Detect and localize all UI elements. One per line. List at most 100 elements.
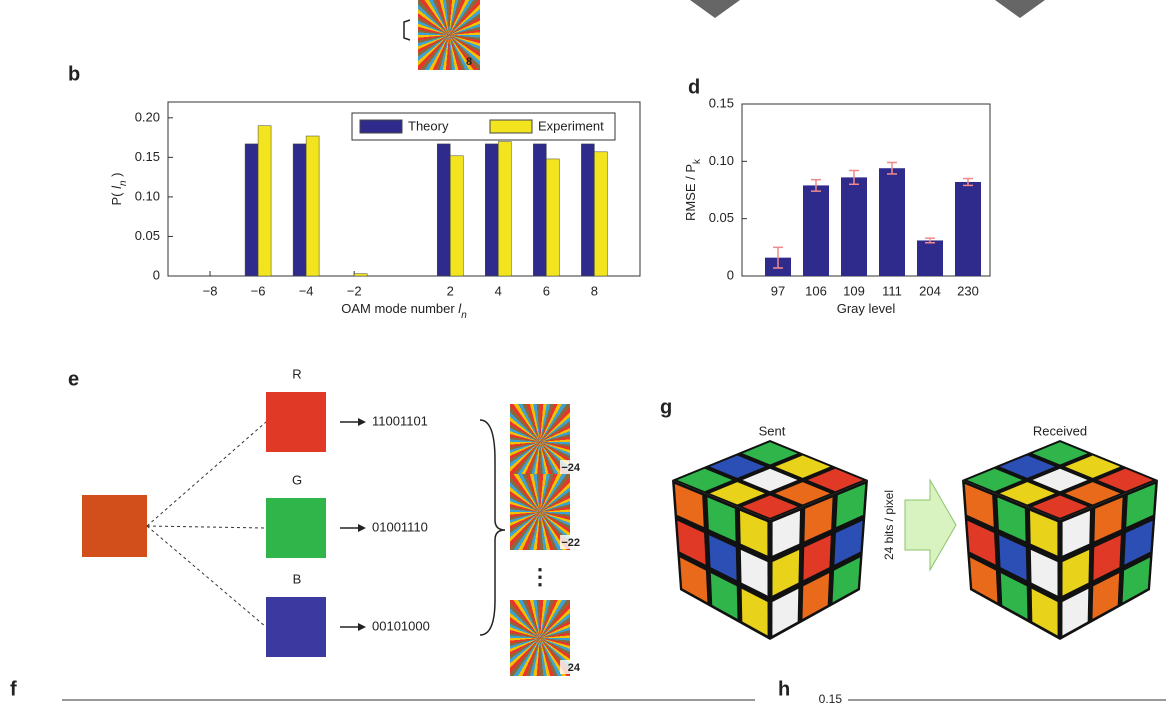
cube-tile	[710, 573, 738, 619]
x-tick-label: 97	[771, 283, 785, 298]
bar	[594, 151, 608, 277]
bar	[292, 143, 307, 277]
y-axis-label: P( ln )	[109, 172, 129, 205]
ellipsis: ⋮	[529, 564, 551, 589]
x-axis-label: Gray level	[837, 301, 896, 316]
bar	[546, 158, 560, 277]
label-part: n	[461, 310, 467, 321]
cube-tile	[807, 468, 863, 492]
cube-tile	[1097, 468, 1153, 492]
error-bar	[849, 169, 859, 186]
cube-tile	[709, 482, 765, 505]
y-tick-label: 0.15	[819, 692, 843, 706]
cube-tile	[1030, 549, 1058, 596]
cube-tile	[707, 497, 736, 542]
y-tick-label: 0.15	[709, 95, 734, 110]
cube-tile	[677, 520, 706, 565]
cube-tile	[803, 535, 831, 581]
legend-swatch	[359, 119, 403, 134]
bar	[879, 168, 905, 276]
error-bar	[773, 246, 783, 269]
y-tick-label: 0	[153, 267, 160, 282]
cube-tile	[742, 495, 798, 518]
error-bar	[925, 237, 935, 244]
cube-tile	[1062, 588, 1089, 636]
mode-label: −24	[561, 462, 581, 474]
channel-name: R	[292, 366, 301, 381]
cube-tile	[740, 510, 768, 556]
source-pixel	[82, 495, 147, 557]
brace	[479, 419, 506, 636]
x-tick-label: 230	[957, 283, 979, 298]
cube-tile	[1031, 588, 1058, 636]
y-axis-label: RMSE / Pk	[683, 158, 703, 221]
bar	[581, 143, 595, 277]
bar	[917, 240, 943, 276]
error-bar	[887, 161, 897, 175]
cube-tile	[709, 455, 765, 478]
label-part: Gray level	[837, 301, 896, 316]
plot-frame	[167, 101, 641, 277]
cube-tile	[775, 482, 831, 505]
arrow-head	[358, 418, 366, 426]
cube-tile	[1093, 535, 1121, 581]
shape	[995, 0, 1045, 18]
mode-label-bg	[560, 535, 582, 549]
shape	[690, 0, 740, 18]
x-tick-label: 2	[447, 283, 454, 298]
x-tick-label: 204	[919, 283, 941, 298]
x-axis-label: OAM mode number ln	[341, 301, 467, 321]
cube-tile	[802, 573, 830, 619]
label-part: OAM mode number	[341, 301, 458, 316]
mode-label-bg	[560, 660, 582, 674]
y-tick-label: 0.05	[709, 210, 734, 225]
cube-tile	[1094, 497, 1123, 542]
y-tick-label: 0.10	[135, 188, 160, 203]
bit-string: 01001110	[372, 519, 428, 534]
bar	[305, 135, 320, 277]
cube-tile	[674, 484, 704, 527]
arrow-head	[358, 524, 366, 532]
channel-name: G	[292, 472, 302, 487]
x-tick-label: −2	[347, 283, 362, 298]
legend-label: Experiment	[538, 118, 604, 133]
sent-label: Sent	[759, 423, 786, 438]
label-part: P(	[109, 189, 124, 206]
label-part: l	[458, 301, 462, 316]
cube-tile	[999, 482, 1055, 505]
label-part: )	[109, 172, 124, 180]
dashed-link	[146, 421, 267, 527]
bar	[353, 273, 368, 277]
channel-square	[266, 498, 326, 558]
y-tick-label: 0.20	[135, 109, 160, 124]
received-label: Received	[1033, 423, 1087, 438]
cube-tile	[997, 497, 1026, 542]
x-tick-label: 6	[543, 283, 550, 298]
label-part: RMSE / P	[683, 164, 698, 221]
cube-tile	[1092, 573, 1120, 619]
cube-tile	[1124, 520, 1153, 565]
panel-label: g	[660, 396, 672, 418]
x-tick-label: 8	[591, 283, 598, 298]
cube-tile	[1062, 549, 1090, 596]
label-part: k	[692, 158, 703, 164]
cube-tile	[836, 484, 866, 527]
cube-tile	[967, 520, 996, 565]
legend-label: Theory	[408, 118, 449, 133]
y-tick-label: 0.10	[709, 153, 734, 168]
bar	[257, 125, 272, 277]
mode-label: −22	[561, 537, 580, 549]
cube-tile	[1032, 468, 1088, 492]
cube-tile	[772, 510, 800, 556]
cube-tile	[967, 468, 1023, 492]
x-tick-label: 106	[805, 283, 827, 298]
mode-label: 24	[568, 662, 581, 674]
arrow-label: 24 bits / pixel	[882, 490, 896, 560]
channel-name: B	[293, 571, 302, 586]
cube-tile	[1062, 510, 1090, 556]
cube-tile	[1032, 442, 1088, 465]
panel-label: e	[68, 368, 79, 390]
x-tick-label: −6	[251, 283, 266, 298]
